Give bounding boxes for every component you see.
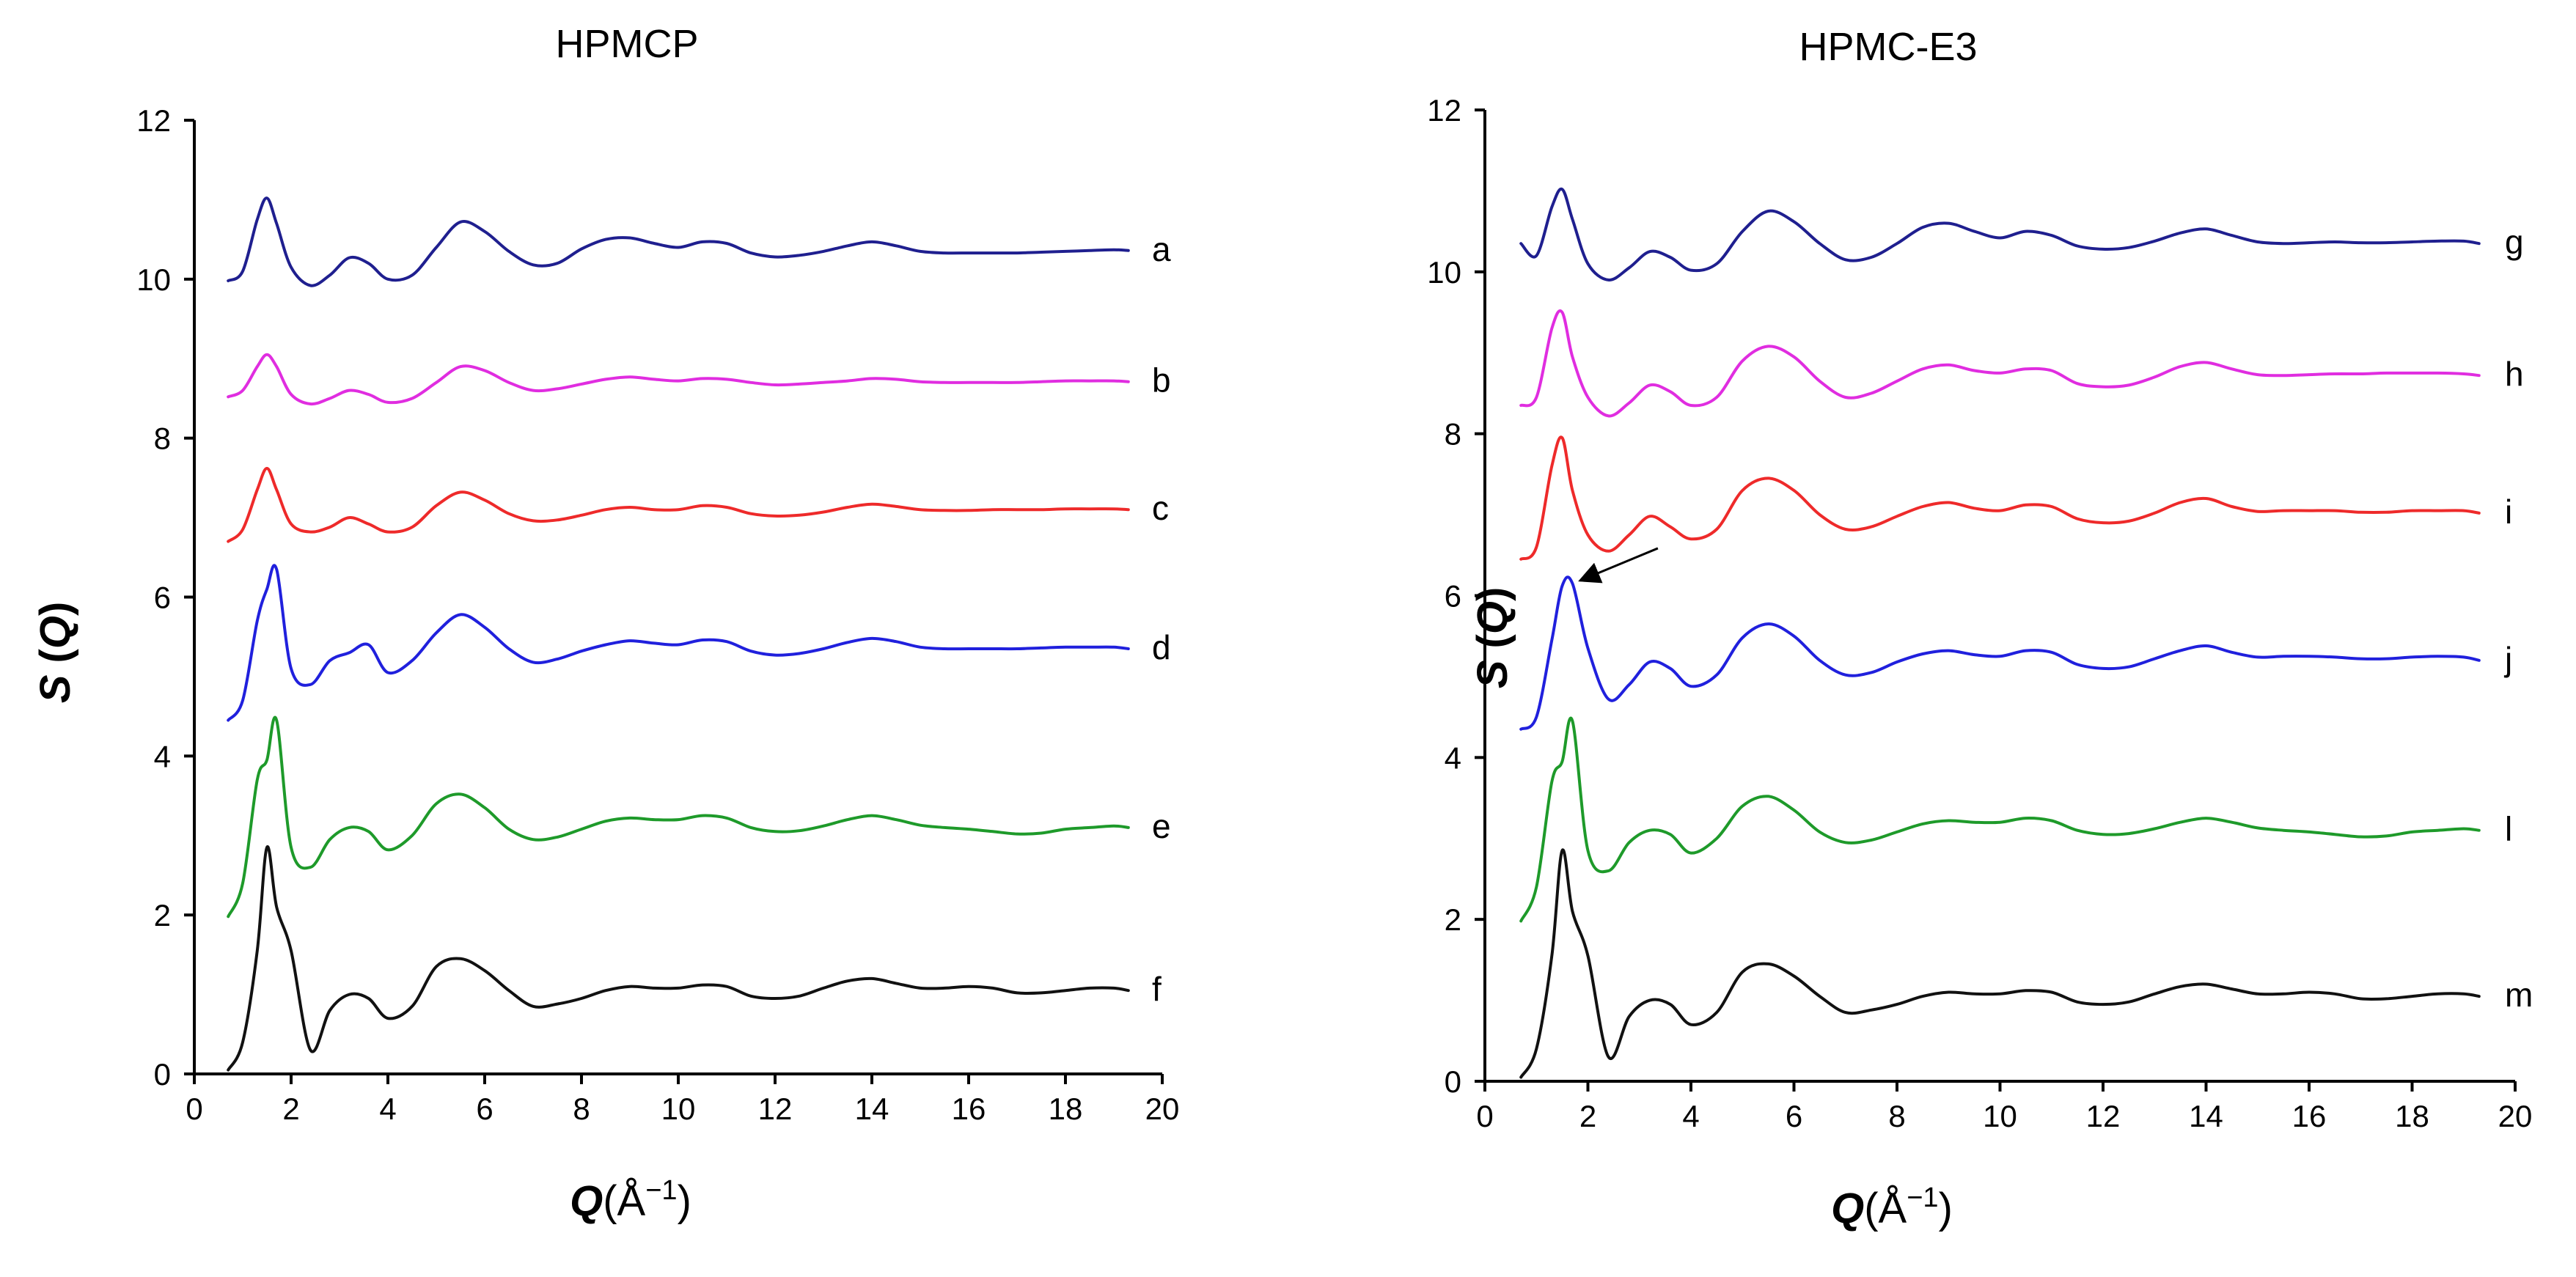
series-label-j: j — [2503, 640, 2512, 678]
x-tick-label: 10 — [661, 1092, 696, 1126]
x-tick-label: 16 — [2292, 1099, 2327, 1133]
y-tick-label: 8 — [1445, 417, 1461, 452]
series-line-j — [1519, 575, 2481, 731]
x-tick-label: 20 — [1145, 1092, 1180, 1126]
y-tick-label: 8 — [154, 422, 171, 456]
series-line-h — [1519, 309, 2481, 418]
series-line-c — [227, 466, 1130, 543]
x-tick-label: 2 — [1579, 1099, 1596, 1133]
x-tick-label: 8 — [1888, 1099, 1905, 1133]
x-tick-label: 14 — [2189, 1099, 2223, 1133]
series-line-i — [1519, 435, 2481, 561]
series-line-f — [227, 845, 1130, 1072]
x-tick-label: 6 — [1786, 1099, 1802, 1133]
series-label-f: f — [1152, 970, 1162, 1008]
series-label-c: c — [1152, 489, 1169, 527]
x-tick-label: 20 — [2498, 1099, 2533, 1133]
y-tick-label: 12 — [1427, 93, 1461, 128]
panel-title: HPMC-E3 — [1799, 25, 1977, 69]
y-axis-title: S (Q) — [1469, 587, 1516, 689]
series-label-e: e — [1152, 807, 1171, 845]
series-label-i: i — [2505, 493, 2512, 531]
series-label-a: a — [1152, 230, 1171, 268]
y-tick-label: 2 — [1445, 902, 1461, 937]
y-tick-label: 4 — [154, 739, 171, 773]
y-tick-label: 2 — [154, 898, 171, 932]
x-tick-label: 2 — [282, 1092, 299, 1126]
y-tick-label: 0 — [154, 1057, 171, 1092]
series-line-a — [227, 196, 1130, 287]
y-tick-label: 6 — [154, 581, 171, 615]
y-tick-label: 4 — [1445, 740, 1461, 775]
x-tick-label: 18 — [1049, 1092, 1083, 1126]
x-tick-label: 8 — [573, 1092, 590, 1126]
x-tick-label: 0 — [1476, 1099, 1493, 1133]
y-axis-title: S (Q) — [32, 602, 79, 704]
series-label-m: m — [2505, 976, 2533, 1014]
series-line-e — [227, 715, 1130, 919]
panel-title: HPMCP — [555, 22, 698, 66]
series-line-g — [1519, 187, 2481, 281]
x-tick-label: 4 — [1682, 1099, 1699, 1133]
series-label-b: b — [1152, 361, 1171, 400]
x-tick-label: 18 — [2395, 1099, 2429, 1133]
x-tick-label: 4 — [379, 1092, 396, 1126]
x-axis-title: Q(Å−1) — [570, 1175, 691, 1225]
y-tick-label: 10 — [136, 262, 171, 297]
series-line-d — [227, 564, 1130, 722]
x-tick-label: 16 — [952, 1092, 986, 1126]
annotation-arrow — [1578, 547, 1659, 584]
series-label-l: l — [2505, 810, 2512, 848]
y-tick-label: 6 — [1445, 579, 1461, 614]
y-tick-label: 0 — [1445, 1064, 1461, 1099]
series-label-h: h — [2505, 355, 2524, 393]
y-tick-label: 12 — [136, 103, 171, 138]
x-tick-label: 6 — [476, 1092, 493, 1126]
series-line-m — [1519, 848, 2481, 1079]
x-tick-label: 12 — [758, 1092, 793, 1126]
series-label-g: g — [2505, 223, 2524, 261]
y-tick-label: 10 — [1427, 255, 1461, 290]
panel-hpmc-e3: HPMC-E3 g h i j l m 0 2 4 6 8 10 12 14 16 18 20 0 2 4 6 8 10 1… — [1427, 25, 2533, 1232]
x-tick-label: 0 — [186, 1092, 202, 1126]
series-line-b — [227, 353, 1130, 406]
x-tick-label: 10 — [1983, 1099, 2017, 1133]
series-line-l — [1519, 716, 2481, 923]
x-axis-title: Q(Å−1) — [1831, 1182, 1953, 1232]
series-label-d: d — [1152, 628, 1171, 666]
x-tick-label: 14 — [855, 1092, 889, 1126]
x-tick-label: 12 — [2086, 1099, 2121, 1133]
